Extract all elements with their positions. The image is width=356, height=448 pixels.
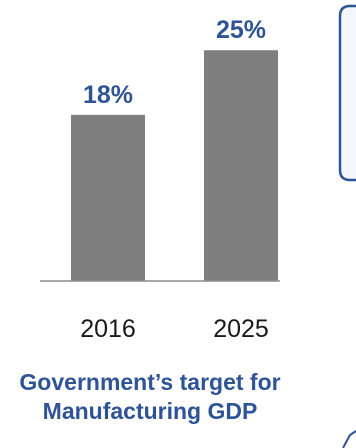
x-tick-label-2016: 2016	[80, 315, 136, 343]
data-label-2025: 25%	[216, 16, 266, 44]
arrow-fragment	[342, 430, 356, 448]
bar-2025	[204, 50, 278, 281]
data-label-2016: 18%	[83, 81, 133, 109]
callout-border	[338, 4, 356, 182]
chart-caption-line-1: Government’s target for	[19, 369, 281, 395]
chart-caption-line-2: Manufacturing GDP	[42, 398, 258, 424]
bar-2016	[71, 114, 145, 281]
x-tick-label-2025: 2025	[213, 315, 269, 343]
bars-layer: 18% 2016 25% 2025	[71, 16, 278, 343]
callout-box	[338, 4, 356, 182]
